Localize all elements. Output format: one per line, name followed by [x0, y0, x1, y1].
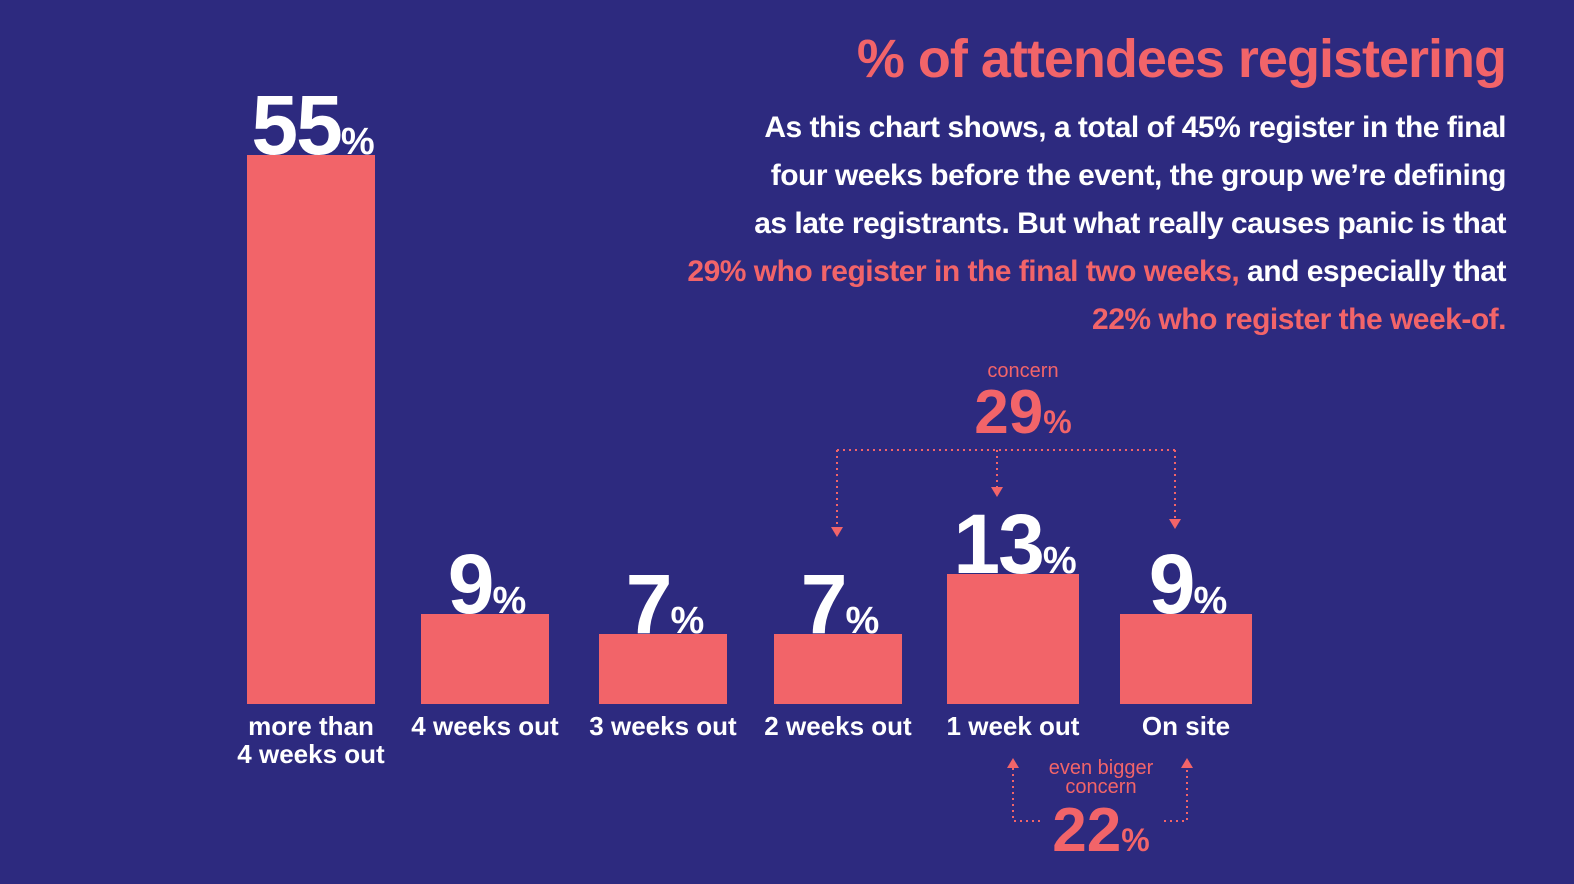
bar-1-week-out [947, 574, 1079, 704]
bigger-concern-arrow-on-site [1164, 758, 1193, 822]
bar-2-weeks-out [774, 634, 902, 704]
category-label-3-weeks-out: 3 weeks out [589, 711, 737, 741]
value-label-1-week-out: 13% [953, 497, 1077, 591]
description-line-4: 29% who register in the final two weeks,… [546, 248, 1506, 296]
description-highlight-29: 29% who register in the final two weeks, [687, 255, 1240, 288]
bar-4-weeks-out [421, 614, 549, 704]
concern-value-unit: % [1043, 404, 1072, 440]
bar-more-than-4-weeks-out [247, 155, 375, 704]
concern-bracket [831, 449, 1181, 537]
concern-value-number: 29 [974, 378, 1044, 447]
value-label-3-weeks-out: 7% [625, 557, 705, 651]
value-label-2-weeks-out: 7% [800, 557, 880, 651]
concern-value: 29% [974, 382, 1071, 444]
bigger-concern-label: even bigger concern [1048, 757, 1154, 798]
bigger-concern-arrow-1-week [1007, 758, 1040, 822]
bigger-concern-value: 22% [1052, 800, 1149, 862]
value-label-more-than-4-weeks-out: 55% [251, 78, 375, 172]
bigger-concern-value-unit: % [1121, 822, 1150, 858]
bar-3-weeks-out [599, 634, 727, 704]
category-label-more-than-4-weeks-out: more than 4 weeks out [237, 711, 385, 769]
category-label-2-weeks-out: 2 weeks out [764, 711, 912, 741]
category-label-1-week-out: 1 week out [946, 711, 1080, 741]
value-label-on-site: 9% [1148, 537, 1228, 631]
bigger-concern-bracket [1007, 758, 1193, 822]
concern-label: concern [987, 360, 1059, 382]
bigger-concern-value-number: 22 [1052, 796, 1122, 865]
category-label-on-site: On site [1141, 711, 1231, 741]
bar-on-site [1120, 614, 1252, 704]
description-line-2: four weeks before the event, the group w… [770, 159, 1507, 192]
description-highlight-22: 22% who register the week-of. [1092, 303, 1506, 336]
chart-description: As this chart shows, a total of 45% regi… [546, 104, 1506, 344]
description-line-1: As this chart shows, a total of 45% regi… [764, 111, 1506, 144]
description-line-4-rest: and especially that [1239, 255, 1506, 288]
category-label-4-weeks-out: 4 weeks out [411, 711, 559, 741]
description-line-3: as late registrants. But what really cau… [754, 207, 1506, 240]
value-label-4-weeks-out: 9% [447, 537, 527, 631]
chart-title: % of attendees registering [856, 29, 1507, 89]
